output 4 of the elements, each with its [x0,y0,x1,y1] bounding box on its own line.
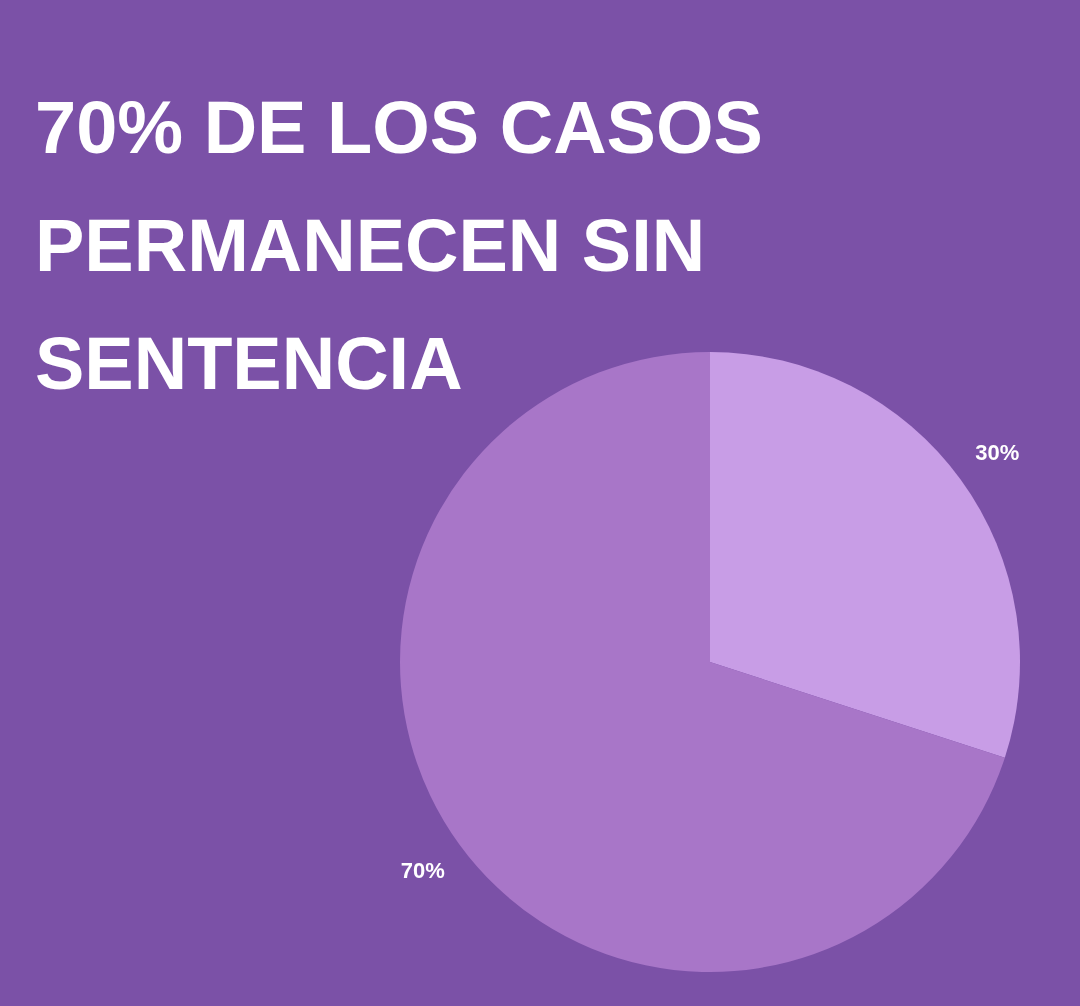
data-label: 70% [400,857,445,883]
chart-title: 70% DE LOS CASOS PERMANECEN SIN SENTENCIA [35,86,763,405]
pie-slice [710,352,1020,758]
data-label: 30% [975,440,1020,466]
